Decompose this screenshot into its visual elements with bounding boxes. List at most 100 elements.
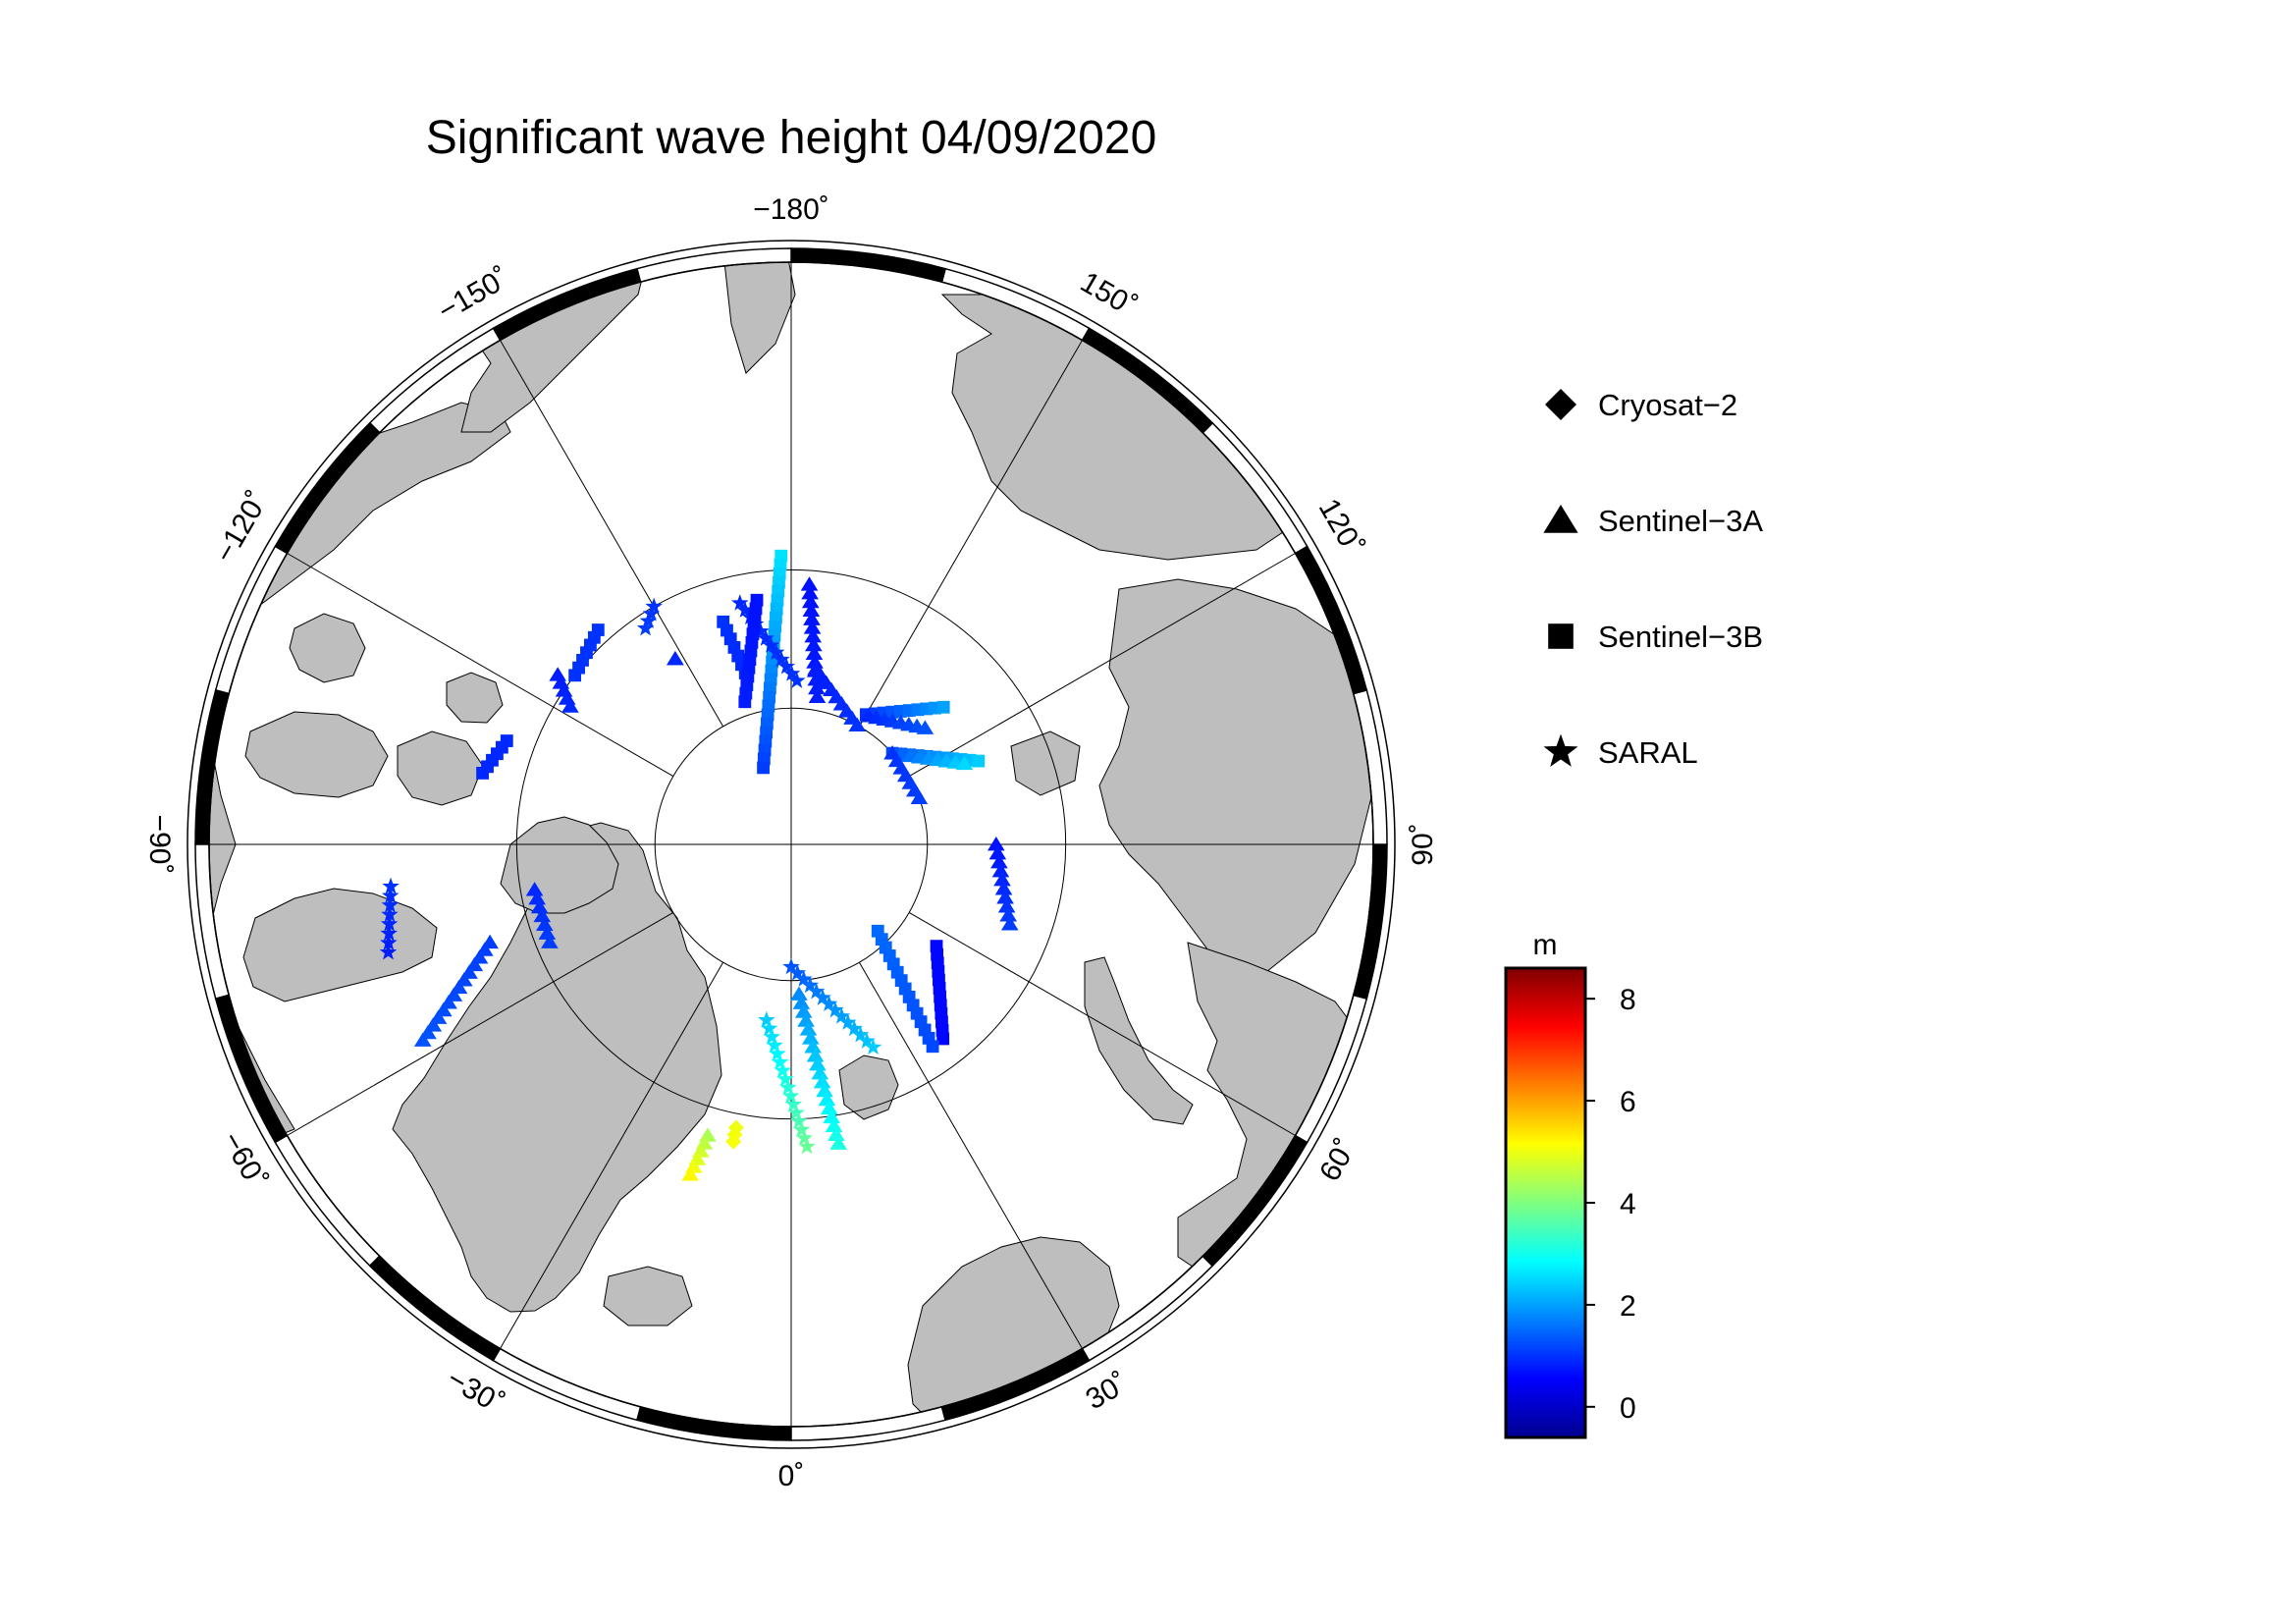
longitude-label: −180˚ [753, 193, 829, 226]
frame-outer-ring [187, 240, 1396, 1449]
track-point [781, 1087, 800, 1104]
track-point [642, 604, 661, 622]
track-point [806, 654, 824, 669]
track-point [541, 934, 559, 948]
track-point [988, 837, 1005, 851]
track-point [926, 1040, 939, 1054]
meridian-line [500, 340, 724, 728]
track-point [916, 720, 934, 734]
track-point [813, 1073, 831, 1089]
colorbar-unit: m [1533, 929, 1558, 961]
track-point [413, 1032, 432, 1047]
chart-title: Significant wave height 04/09/2020 [426, 112, 1157, 164]
track-point [382, 877, 400, 894]
longitude-label: −150˚ [433, 261, 515, 327]
track-point [991, 863, 1010, 878]
track-point [470, 949, 489, 964]
meridian-line [287, 911, 674, 1136]
land-taymyr-islands [1010, 730, 1081, 796]
track-point [802, 602, 821, 618]
land-chukotka [721, 262, 796, 374]
track-point [1000, 916, 1019, 931]
track-point [936, 1032, 950, 1046]
track-point [994, 881, 1013, 895]
track-point [955, 755, 974, 771]
track-point [636, 619, 655, 636]
track-point [806, 1048, 825, 1062]
track-point [848, 717, 867, 732]
track-point [500, 734, 513, 747]
track-point [731, 594, 749, 611]
track-point [476, 942, 494, 956]
track-point [530, 898, 549, 914]
track-point [795, 1129, 814, 1146]
track-point [801, 585, 819, 600]
track-point [752, 622, 770, 639]
legend-label: Sentinel−3A [1598, 504, 1763, 538]
track-point [795, 970, 813, 987]
track-point [790, 1111, 808, 1129]
track-point [555, 682, 573, 697]
track-point [782, 665, 801, 681]
track-point [804, 1039, 822, 1054]
track-point [434, 1001, 453, 1017]
meridian-line [858, 340, 1083, 728]
track-point [450, 979, 468, 995]
map-frame [187, 240, 1396, 1449]
track-point [552, 675, 570, 689]
track-point [972, 754, 986, 768]
track-point [864, 1038, 882, 1055]
track-point [799, 1021, 818, 1036]
track-point [381, 905, 399, 923]
track-point [380, 934, 398, 950]
track-point [832, 1006, 851, 1024]
track-point [538, 925, 557, 940]
legend: Cryosat−2 Sentinel−3A Sentinel−3B SARAL [1543, 388, 1763, 770]
track-point [774, 1061, 792, 1078]
track-point [767, 643, 785, 661]
track-point [429, 1009, 448, 1024]
track-point [997, 898, 1016, 913]
track-point [465, 956, 484, 972]
track-point [803, 611, 821, 625]
colorbar: m 0 2 4 6 8 [1504, 929, 1636, 1439]
track-point [818, 1091, 836, 1107]
track-point [988, 845, 1007, 860]
track-point [808, 679, 826, 695]
track-point [805, 636, 823, 652]
track-point [828, 1126, 845, 1141]
track-point [460, 964, 478, 979]
legend-star-icon [1543, 733, 1578, 767]
track-point [829, 1135, 848, 1150]
track-point [758, 1010, 775, 1028]
track-point [736, 601, 754, 618]
satellite-tracks [379, 549, 1019, 1181]
track-point [782, 957, 800, 975]
track-point [788, 963, 807, 981]
track-point [990, 854, 1008, 869]
longitude-label: 120˚ [1312, 493, 1370, 561]
land-victoria-island [244, 711, 389, 798]
track-point [525, 882, 544, 896]
track-point [820, 1100, 838, 1115]
legend-label: SARAL [1598, 735, 1698, 770]
meridian-line [287, 553, 674, 778]
track-point [561, 698, 579, 713]
track-point [792, 995, 811, 1009]
track-point [851, 1025, 870, 1043]
track-point [820, 995, 838, 1012]
track-point [784, 1095, 803, 1112]
longitude-label: −60˚ [215, 1126, 273, 1194]
track-point [779, 1078, 797, 1096]
track-point [804, 628, 823, 643]
track-point [845, 1019, 863, 1037]
longitude-label: 150˚ [1075, 266, 1143, 324]
track-point [380, 915, 399, 932]
graticule [209, 262, 1373, 1427]
legend-square-icon [1548, 623, 1574, 649]
track-point [639, 612, 658, 629]
track-point [811, 1064, 829, 1080]
track-point [379, 943, 398, 960]
track-point [760, 1019, 778, 1036]
